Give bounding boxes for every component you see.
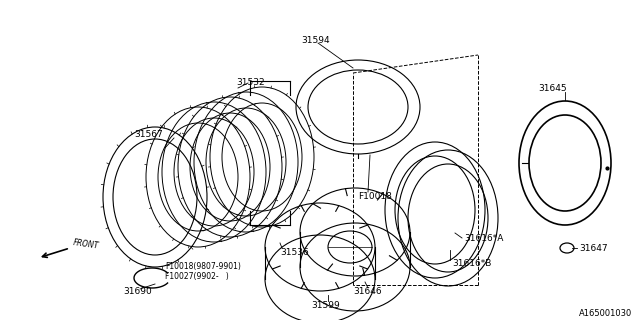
Text: 31594: 31594: [301, 36, 330, 44]
Text: 31645: 31645: [539, 84, 567, 92]
Text: 31536: 31536: [280, 247, 308, 257]
Text: 31616*B: 31616*B: [452, 259, 492, 268]
Text: 31567: 31567: [134, 130, 163, 139]
Text: 31690: 31690: [124, 287, 152, 297]
Text: 31647: 31647: [579, 244, 607, 252]
Text: 31616*A: 31616*A: [464, 234, 504, 243]
Text: 31646: 31646: [354, 286, 382, 295]
Text: FRONT: FRONT: [73, 238, 100, 250]
Text: F10018(9807-9901): F10018(9807-9901): [165, 262, 241, 271]
Text: F10027(9902-   ): F10027(9902- ): [165, 273, 228, 282]
Text: 31532: 31532: [236, 77, 264, 86]
Text: A165001030: A165001030: [579, 308, 632, 317]
Text: F10018: F10018: [358, 191, 392, 201]
Text: 31599: 31599: [312, 300, 340, 309]
